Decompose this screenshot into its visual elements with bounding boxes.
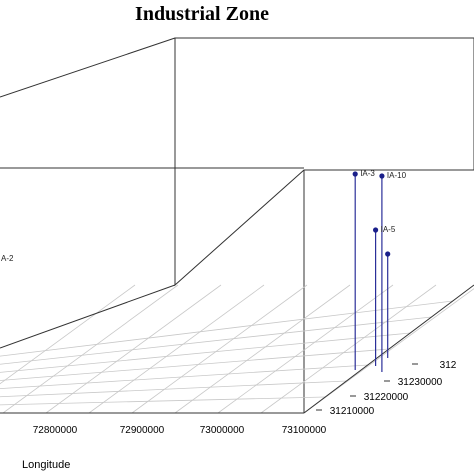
data-stems: IA-3 IA-10 IA-5 A-2 [1,169,407,372]
grid-line-depth [0,348,390,381]
y-ticks: 31210000 31220000 31230000 312 [316,360,457,417]
box-frame [0,37,474,413]
floor-grid [0,284,474,414]
x-ticks: 72800000 72900000 73000000 73100000 [33,425,327,436]
grid-line-depth [0,332,411,373]
data-point-marker [352,171,358,177]
grid-line-depth [0,364,368,390]
x-axis-label: Longitude [22,459,70,471]
back-wall-frame [174,37,474,287]
grid-line-width [2,284,179,414]
grid-line-depth [0,300,453,357]
y-axis-line [303,284,474,414]
data-point-marker [385,251,391,257]
grid-line-width [45,284,222,414]
floor-back-edge [0,284,176,349]
grid-line-depth [0,316,432,365]
data-point-label: IA-10 [387,171,407,180]
x-tick-label: 72800000 [33,425,78,436]
grid-line-depth [0,380,347,398]
data-point-label: IA-5 [381,225,396,234]
y-tick-label: 31210000 [330,406,375,417]
data-point-label: A-2 [1,254,14,263]
data-point-marker [379,173,385,179]
grid-line-width [260,284,437,414]
grid-line-width [303,288,474,414]
data-point-label: IA-3 [360,169,375,178]
x-tick-label: 73000000 [200,425,245,436]
grid-line-depth [0,396,326,406]
y-tick-label: 31230000 [398,377,443,388]
grid-line-width [88,284,265,414]
left-wall-top-edge [0,37,176,98]
y-tick-label: 31220000 [364,392,409,403]
grid-line-width [0,284,136,385]
data-point-marker [373,227,379,233]
chart-title: Industrial Zone [135,3,269,25]
grid-line-width [217,284,394,414]
x-tick-label: 72900000 [120,425,165,436]
y-tick-label: 312 [440,360,457,371]
x-tick-label: 73100000 [282,425,327,436]
grid-line-width [131,284,308,414]
floor-edges [0,284,474,414]
grid-line-width [174,284,351,414]
